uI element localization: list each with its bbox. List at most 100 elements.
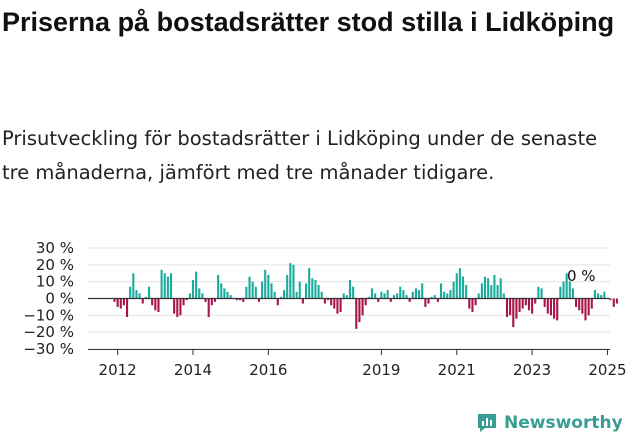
bar (138, 293, 141, 299)
bar (427, 298, 430, 304)
bar (276, 298, 279, 306)
bar (521, 298, 524, 309)
bar (320, 291, 323, 299)
y-tick-label: −30 % (23, 340, 74, 358)
bar (135, 290, 138, 299)
bar (402, 290, 405, 299)
newsworthy-logo-icon (478, 414, 496, 432)
bar (264, 269, 267, 299)
y-tick-label: −10 % (23, 306, 74, 324)
bar (226, 291, 229, 299)
y-tick-label: −20 % (23, 323, 74, 341)
bar (433, 295, 436, 299)
bar (308, 268, 311, 299)
bar (267, 274, 270, 299)
bar (512, 298, 515, 328)
bar (257, 298, 260, 302)
bar (314, 279, 317, 299)
bar (411, 291, 414, 299)
bar (116, 298, 119, 307)
x-tick-label: 2014 (174, 361, 212, 379)
bar (286, 274, 289, 299)
bar (458, 268, 461, 299)
bar (119, 298, 122, 309)
bar (220, 283, 223, 299)
bar (242, 298, 245, 302)
bar (188, 293, 191, 299)
x-axis-labels: 2012 2014 2016 2019 2021 2023 2025 (99, 361, 627, 379)
bar (254, 286, 257, 299)
bar (179, 298, 182, 316)
bar (163, 273, 166, 299)
bar (345, 295, 348, 299)
bar (122, 298, 125, 306)
bar (575, 298, 578, 307)
bar (597, 293, 600, 299)
bar (207, 298, 210, 318)
bar (487, 278, 490, 299)
bar (477, 293, 480, 299)
bar (223, 288, 226, 299)
newsworthy-logo: Newsworthy (476, 409, 623, 437)
bar (229, 295, 232, 299)
bar (483, 276, 487, 299)
bar (490, 285, 493, 299)
bar (191, 279, 195, 299)
bar (578, 298, 581, 311)
bar (311, 278, 314, 299)
bar-chart: 30 %20 %10 %0 %−10 %−20 %−30 % 2012 2014 2… (23, 239, 627, 379)
bar (546, 298, 549, 314)
bar (323, 298, 326, 304)
bar (301, 298, 304, 304)
y-axis-labels: 30 %20 %10 %0 %−10 %−20 %−30 % (23, 239, 74, 358)
bar (399, 286, 402, 299)
bar (273, 291, 276, 299)
bar (283, 290, 286, 299)
bar (584, 298, 587, 321)
bar (515, 298, 518, 319)
bar (474, 298, 477, 306)
chart-title: Priserna på bostadsrätter stod stilla i … (2, 7, 615, 37)
bar (565, 273, 568, 299)
bar (182, 298, 185, 306)
bar (239, 298, 242, 301)
bar (201, 293, 204, 299)
bar (465, 285, 468, 299)
y-tick-label: 10 % (36, 273, 74, 291)
bar (132, 273, 135, 299)
bar (342, 293, 345, 299)
bar (524, 298, 527, 306)
bar (562, 281, 565, 299)
bar (355, 298, 358, 329)
last-value-annotation: 0 % (567, 267, 596, 285)
bar (261, 281, 264, 299)
bar (499, 278, 502, 299)
bar (600, 295, 603, 299)
bar (289, 263, 292, 299)
bar (452, 281, 455, 299)
bar (367, 296, 370, 299)
bar (380, 291, 383, 299)
x-tick-label: 2025 (588, 361, 626, 379)
bar (568, 281, 571, 299)
bar (553, 298, 556, 319)
bar (370, 288, 374, 299)
bar (571, 288, 574, 299)
bar (204, 298, 207, 302)
bar (374, 293, 377, 299)
bar (559, 286, 562, 299)
bar (461, 276, 465, 299)
bar (603, 291, 606, 299)
bar (493, 274, 496, 299)
bar (430, 296, 433, 299)
bar (424, 298, 427, 307)
bar (361, 298, 364, 316)
bar (173, 298, 176, 314)
bar (129, 286, 132, 299)
bar (443, 291, 446, 299)
bar (518, 298, 521, 312)
bar (185, 298, 188, 301)
bar (383, 293, 386, 299)
y-tick-label: 0 % (45, 290, 74, 308)
bar (615, 298, 618, 304)
